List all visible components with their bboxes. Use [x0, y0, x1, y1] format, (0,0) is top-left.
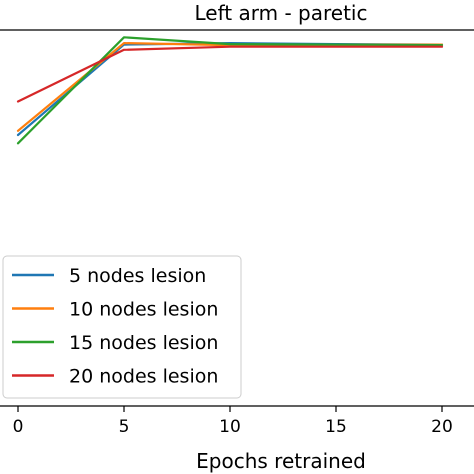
legend: 5 nodes lesion 10 nodes lesion 15 nodes le… [2, 255, 242, 399]
series-line-2 [16, 41, 444, 132]
series-line-4 [16, 45, 444, 103]
series-line-3 [16, 36, 444, 145]
x-tick-label: 0 [13, 417, 24, 437]
x-tick-label: 15 [325, 417, 347, 437]
series-line-1 [16, 41, 444, 137]
legend-label-1: 5 nodes lesion [69, 265, 206, 287]
x-tick-label: 10 [219, 417, 241, 437]
x-tick-label: 5 [119, 417, 130, 437]
x-axis-label: Epochs retrained [196, 449, 366, 473]
legend-label-4: 20 nodes lesion [69, 366, 218, 388]
legend-label-3: 15 nodes lesion [69, 332, 218, 354]
legend-box [2, 255, 242, 399]
chart-title: Left arm - paretic [195, 1, 368, 25]
legend-label-2: 10 nodes lesion [69, 299, 218, 321]
x-tick-label: 20 [431, 417, 453, 437]
plot-area: 0 5 10 15 20 [0, 29, 474, 437]
